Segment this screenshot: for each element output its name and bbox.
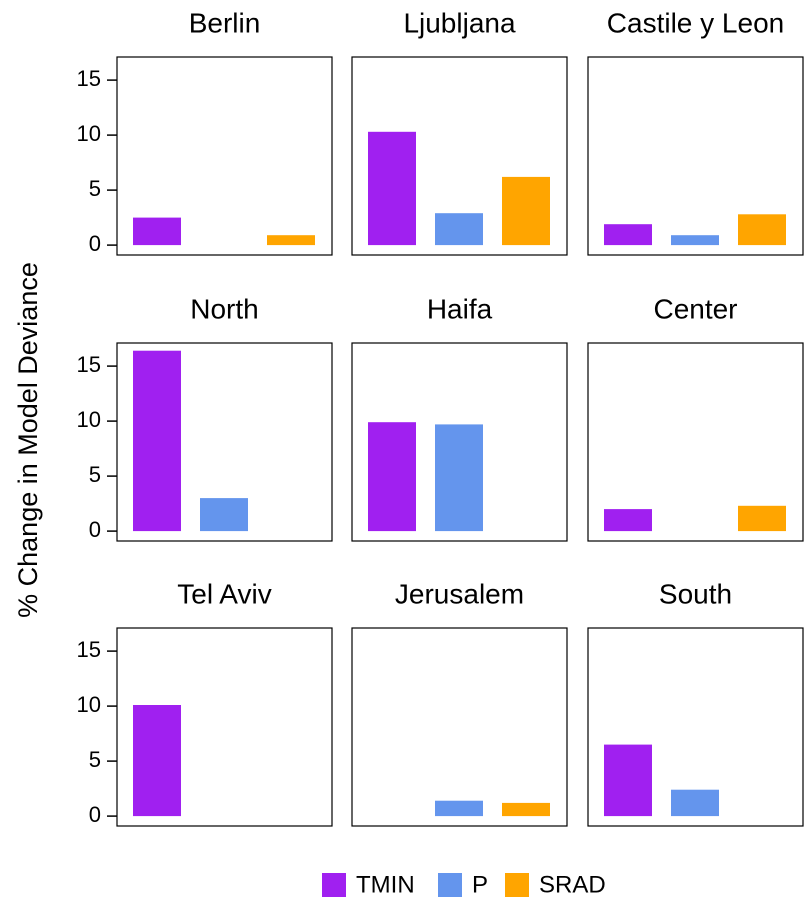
- panel-frame: [587, 627, 804, 827]
- bar: [200, 498, 248, 532]
- bar: [368, 131, 416, 246]
- bar: [738, 214, 786, 246]
- y-axis-label: % Change in Model Deviance: [13, 262, 43, 618]
- y-tick-label: 10: [77, 407, 101, 432]
- panel-frame: [116, 342, 333, 542]
- panel-frame: [351, 342, 568, 542]
- panel-frame: [587, 56, 804, 256]
- y-tick-label: 0: [89, 802, 101, 827]
- bar: [435, 424, 483, 532]
- bar: [502, 176, 550, 246]
- panel-title: Tel Aviv: [177, 578, 271, 609]
- panel-frame: [351, 627, 568, 827]
- bar: [267, 235, 315, 246]
- y-tick-label: 15: [77, 352, 101, 377]
- panel-title: Ljubljana: [403, 7, 516, 38]
- y-tick-label: 0: [89, 517, 101, 542]
- y-tick-label: 15: [77, 637, 101, 662]
- bar: [502, 802, 550, 817]
- legend-swatch: [505, 873, 529, 897]
- y-tick-label: 5: [89, 747, 101, 772]
- bar: [604, 509, 652, 532]
- y-tick-label: 5: [89, 462, 101, 487]
- y-tick-label: 0: [89, 231, 101, 256]
- bar: [738, 505, 786, 532]
- legend-label: TMIN: [356, 871, 415, 898]
- legend-swatch: [322, 873, 346, 897]
- panel-frame: [587, 342, 804, 542]
- y-tick-label: 5: [89, 176, 101, 201]
- panel-title: South: [659, 578, 732, 609]
- bar: [368, 422, 416, 532]
- panel-frame: [116, 627, 333, 827]
- bar: [435, 213, 483, 246]
- y-tick-label: 10: [77, 692, 101, 717]
- panel-title: Jerusalem: [395, 578, 524, 609]
- panel-title: Castile y Leon: [607, 7, 784, 38]
- bar: [604, 744, 652, 817]
- legend-label: SRAD: [539, 871, 606, 898]
- bar: [604, 224, 652, 246]
- panel-title: North: [190, 293, 258, 324]
- panel-title: Center: [653, 293, 737, 324]
- bar: [133, 217, 181, 246]
- bar: [671, 789, 719, 817]
- bar: [671, 235, 719, 246]
- bar: [133, 350, 181, 532]
- panel-title: Haifa: [427, 293, 493, 324]
- bar: [435, 800, 483, 817]
- y-tick-label: 10: [77, 121, 101, 146]
- panel-title: Berlin: [189, 7, 261, 38]
- legend-swatch: [438, 873, 462, 897]
- y-tick-label: 15: [77, 66, 101, 91]
- legend-label: P: [472, 871, 488, 898]
- panel-frame: [116, 56, 333, 256]
- panel-frame: [351, 56, 568, 256]
- bar: [133, 705, 181, 817]
